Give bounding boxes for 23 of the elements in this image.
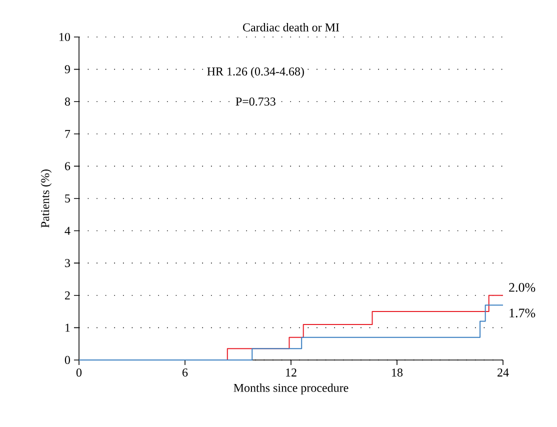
x-tick-label: 18 [392, 368, 403, 377]
annotation: 2.0% [509, 283, 536, 292]
chart-title: Cardiac death or MI [243, 23, 340, 32]
y-tick-label: 6 [64, 162, 70, 170]
y-tick-label: 10 [60, 32, 70, 42]
annotation: 1.7% [510, 308, 536, 318]
annotation: P=0.733 [236, 98, 276, 106]
y-tick-label: 5 [65, 194, 70, 202]
annotation: HR 1.26 (0.34-4.68) [207, 67, 304, 78]
x-tick-label: 12 [286, 368, 296, 376]
y-tick-label: 8 [64, 98, 70, 106]
y-tick-label: 0 [64, 356, 70, 364]
y-axis-title: Patients (%) [40, 170, 52, 228]
x-tick-label: 6 [182, 368, 188, 377]
y-tick-label: 9 [64, 65, 70, 74]
y-tick-label: 4 [64, 226, 70, 235]
x-tick-label: 24 [498, 368, 509, 376]
x-tick-label: 0 [76, 368, 82, 377]
y-tick-label: 3 [65, 259, 70, 268]
x-axis-title: Months since procedure [234, 383, 348, 394]
y-tick-label: 2 [65, 291, 70, 300]
y-tick-label: 7 [65, 130, 70, 138]
y-tick-label: 1 [66, 324, 70, 332]
